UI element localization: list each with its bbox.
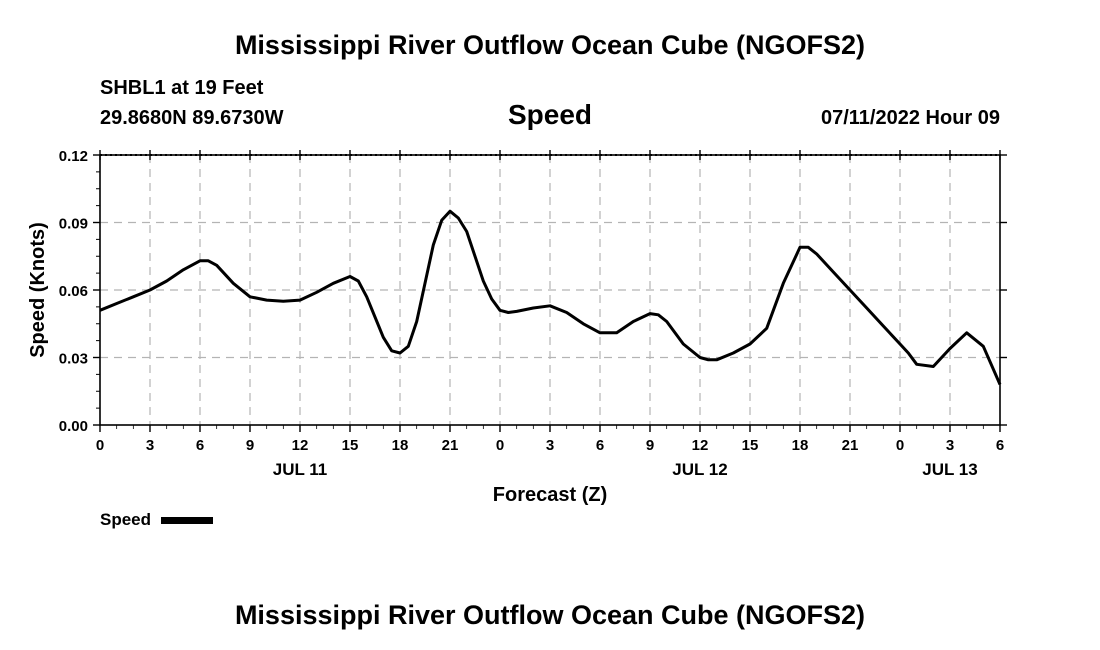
x-tick-label: 9 (246, 437, 254, 454)
y-tick-label: 0.00 (59, 418, 88, 435)
footer-title: Mississippi River Outflow Ocean Cube (NG… (234, 600, 866, 630)
day-label: JUL 13 (922, 460, 977, 479)
y-tick-labels: 0.00 0.03 0.06 0.09 0.12 (59, 148, 88, 435)
station-label: SHBL1 at 19 Feet (100, 77, 264, 99)
grid-lines (100, 154, 1000, 425)
x-tick-label: 15 (342, 437, 359, 454)
x-tick-label: 0 (896, 437, 904, 454)
x-tick-label: 3 (546, 437, 554, 454)
day-label: JUL 12 (672, 460, 727, 479)
x-tick-label: 15 (742, 437, 759, 454)
legend-line-swatch (161, 517, 213, 524)
variable-title: Speed (507, 99, 593, 130)
x-tick-label: 12 (692, 437, 709, 454)
day-label: JUL 11 (273, 460, 328, 479)
station-coordinates: 29.8680N 89.6730W (100, 107, 284, 129)
x-tick-label: 6 (596, 437, 604, 454)
x-tick-label: 18 (392, 437, 409, 454)
day-labels: JUL 11 JUL 12 JUL 13 (273, 460, 978, 479)
y-axis-label: Speed (Knots) (27, 222, 49, 358)
x-tick-label: 18 (792, 437, 809, 454)
x-tick-label: 21 (442, 437, 459, 454)
axis-ticks (93, 150, 1007, 432)
x-tick-labels: 0 3 6 9 12 15 18 21 0 3 6 9 12 15 18 21 0 3 6 (96, 437, 1004, 454)
x-tick-label: 3 (146, 437, 154, 454)
y-tick-label: 0.06 (59, 283, 88, 300)
x-tick-label: 12 (292, 437, 309, 454)
x-axis-label: Forecast (Z) (493, 484, 607, 506)
legend-label: Speed (100, 510, 152, 529)
x-tick-label: 6 (996, 437, 1004, 454)
y-tick-label: 0.03 (59, 351, 88, 368)
x-tick-label: 3 (946, 437, 954, 454)
chart-main-title: Mississippi River Outflow Ocean Cube (NG… (234, 30, 866, 60)
x-tick-label: 21 (842, 437, 859, 454)
plot-frame (99, 154, 1001, 426)
y-tick-label: 0.12 (59, 148, 88, 165)
forecast-datetime: 07/11/2022 Hour 09 (820, 107, 1000, 129)
x-tick-label: 9 (646, 437, 654, 454)
x-tick-label: 0 (96, 437, 104, 454)
x-tick-label: 6 (196, 437, 204, 454)
x-tick-label: 0 (496, 437, 504, 454)
y-tick-label: 0.09 (59, 216, 88, 233)
speed-series-line (99, 209, 1002, 386)
